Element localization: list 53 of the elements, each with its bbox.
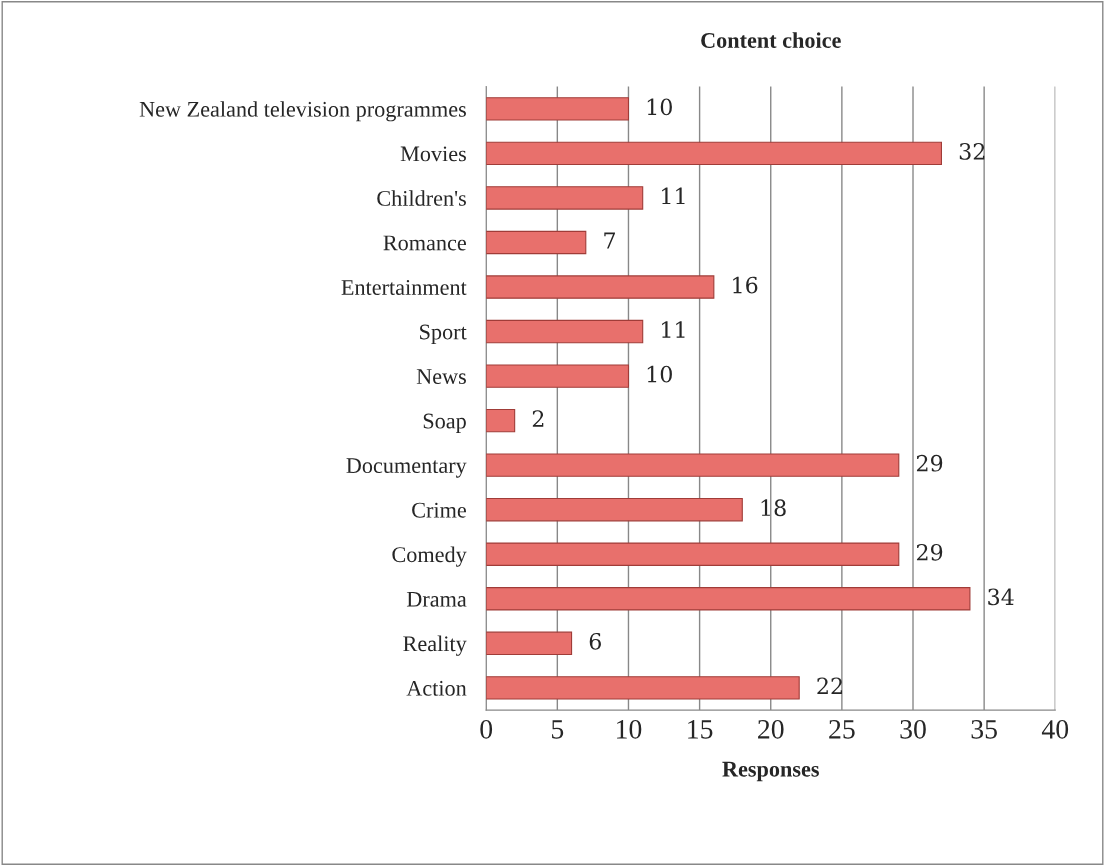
x-tick-label: 25	[829, 720, 855, 739]
data-label: 10	[647, 365, 672, 383]
y-tick-label: Action	[406, 680, 467, 696]
data-label: 34	[988, 588, 1014, 606]
x-tick-label: 35	[971, 720, 997, 739]
bar	[486, 453, 900, 477]
data-label: 10	[647, 98, 672, 116]
x-tick-label: 40	[1041, 719, 1069, 739]
x-tick-label: 20	[758, 719, 784, 739]
bar	[486, 364, 630, 388]
y-tick-label: Romance	[383, 235, 466, 251]
y-tick-label: Entertainment	[341, 280, 467, 295]
data-label: 2	[532, 410, 544, 427]
data-label: 22	[817, 677, 842, 694]
chart-title: Content choice	[701, 32, 841, 48]
bar	[486, 230, 587, 255]
y-tick-label: Comedy	[392, 546, 467, 567]
y-tick-label: Crime	[412, 502, 466, 518]
bar	[486, 587, 971, 611]
data-label: 32	[959, 143, 985, 160]
bar	[486, 408, 516, 433]
data-label: 16	[733, 276, 758, 294]
y-tick-label: New Zealand television programmes	[139, 101, 466, 122]
bar	[486, 97, 630, 121]
data-label: 29	[916, 454, 943, 472]
data-label: 18	[761, 499, 786, 517]
x-axis-title: Responses	[722, 761, 819, 782]
data-label: 11	[662, 187, 685, 205]
bar	[486, 141, 943, 166]
data-label: 7	[604, 232, 615, 249]
y-tick-label: Documentary	[346, 458, 467, 478]
bar	[486, 676, 800, 700]
bar	[486, 275, 715, 299]
y-tick-label: Drama	[406, 591, 467, 607]
x-tick-label: 15	[688, 720, 713, 739]
bar	[486, 631, 573, 656]
bar	[486, 498, 743, 522]
data-label: 29	[916, 543, 943, 561]
y-tick-label: Soap	[423, 413, 466, 434]
y-tick-label: Movies	[400, 146, 466, 162]
x-tick-label: 5	[552, 720, 564, 739]
y-tick-label: Reality	[403, 635, 467, 656]
x-tick-label: 30	[900, 719, 926, 739]
bar	[486, 186, 644, 210]
data-label: 6	[589, 632, 601, 650]
y-tick-label: Sport	[420, 324, 467, 344]
x-tick-label: 10	[617, 719, 642, 739]
x-tick-label: 0	[480, 719, 493, 739]
y-tick-label: Children's	[377, 190, 466, 206]
y-tick-label: News	[416, 369, 466, 385]
bar	[486, 542, 900, 566]
bar	[486, 319, 644, 344]
data-label: 11	[662, 321, 685, 338]
